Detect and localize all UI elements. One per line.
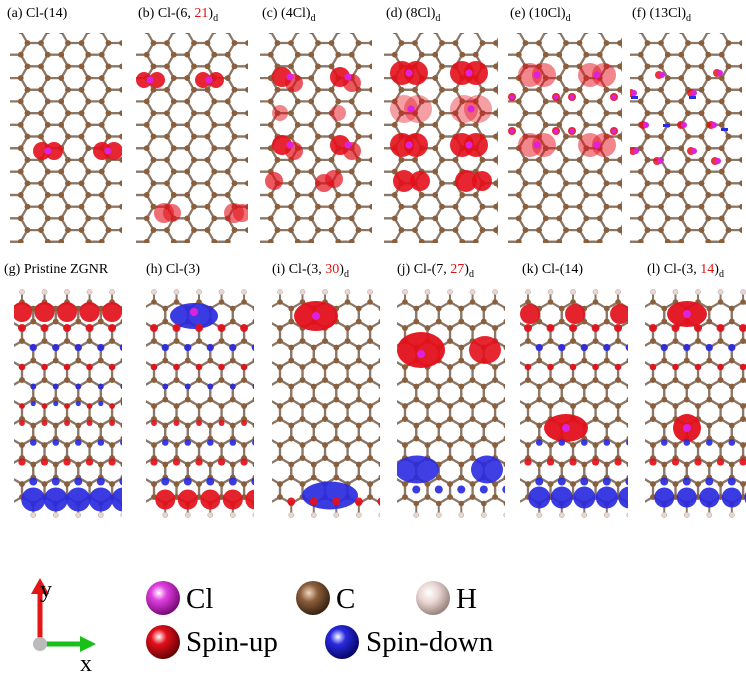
structure-panel-g: [14, 289, 122, 518]
legend-spin-up-icon: [146, 625, 180, 659]
panel-label-i: (i) Cl-(3, 30)d: [272, 262, 349, 280]
panel-label-h: (h) Cl-(3): [146, 262, 201, 277]
structure-panel-d: [384, 33, 498, 243]
panel-label-f: (f) (13Cl)d: [632, 6, 692, 24]
panel-label-a: (a) Cl-(14): [7, 6, 68, 21]
structure-panel-c: [260, 33, 372, 243]
structure-panel-l: [645, 289, 746, 518]
legend-spin-down-icon: [325, 625, 359, 659]
structure-panel-a: [10, 33, 122, 243]
structure-panel-h: [146, 289, 254, 518]
legend-spin-up-label: Spin-up: [186, 626, 278, 658]
legend-cl-atom-icon: [146, 581, 180, 615]
panel-label-g: (g) Pristine ZGNR: [4, 262, 109, 277]
panel-label-d: (d) (8Cl)d: [386, 6, 441, 24]
structure-panel-b: [136, 33, 248, 243]
structure-panel-e: [508, 33, 622, 243]
legend-h-atom-icon: [416, 581, 450, 615]
legend-c-label: C: [336, 583, 356, 615]
panel-label-k: (k) Cl-(14): [522, 262, 584, 277]
structure-panel-i: [272, 289, 380, 518]
axis-triad: [31, 578, 96, 652]
panel-label-c: (c) (4Cl)d: [262, 6, 316, 24]
legend-spin-down-label: Spin-down: [366, 626, 494, 658]
panel-label-l: (l) Cl-(3, 14)d: [647, 262, 724, 280]
x-axis-label: x: [80, 651, 92, 677]
legend-c-atom-icon: [296, 581, 330, 615]
structure-panel-j: [397, 289, 505, 518]
structure-panel-k: [520, 289, 628, 518]
y-axis-label: y: [40, 577, 52, 603]
panel-label-b: (b) Cl-(6, 21)d: [138, 6, 219, 24]
panel-label-j: (j) Cl-(7, 27)d: [397, 262, 474, 280]
structure-panel-f: [630, 33, 742, 243]
legend-h-label: H: [456, 583, 477, 615]
panel-label-e: (e) (10Cl)d: [510, 6, 571, 24]
legend-cl-label: Cl: [186, 583, 214, 615]
